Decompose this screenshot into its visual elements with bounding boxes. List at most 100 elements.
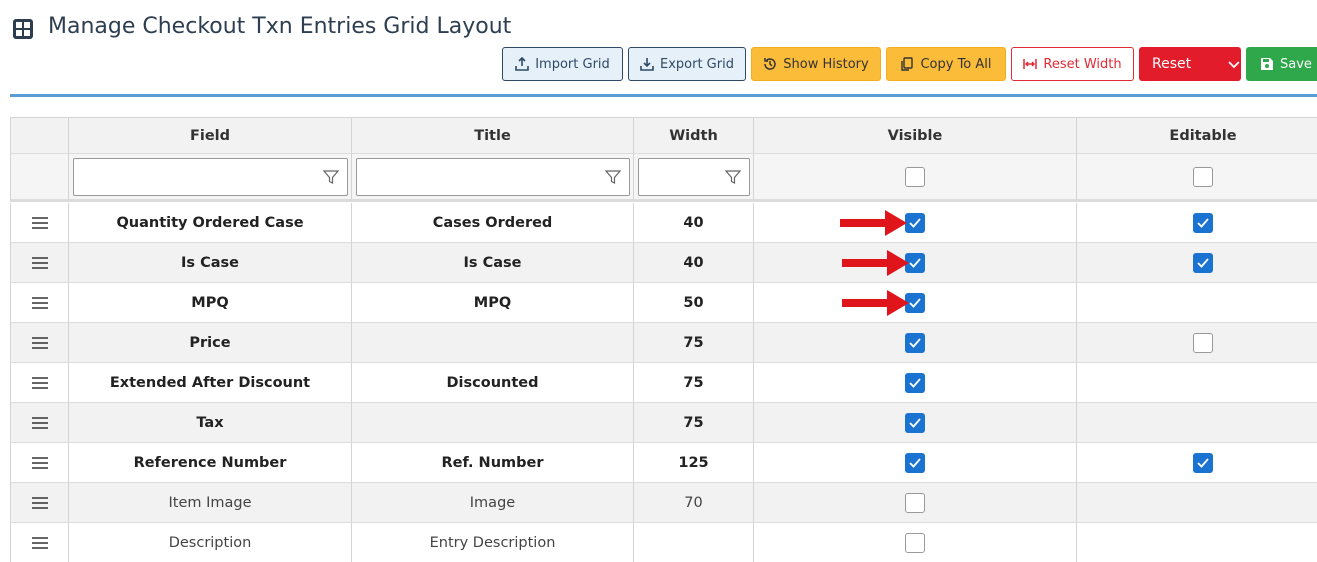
editable-cell <box>1077 403 1317 443</box>
title-cell: Discounted <box>352 363 634 403</box>
editable-cell <box>1077 443 1317 483</box>
header-cell: Width <box>634 117 754 154</box>
width-cell: 40 <box>634 243 754 283</box>
width-cell: 50 <box>634 283 754 323</box>
width-cell <box>634 523 754 562</box>
field-cell: Is Case <box>69 243 352 283</box>
filter-cell <box>1077 154 1317 202</box>
editable-cell <box>1077 243 1317 283</box>
visible-cell <box>754 363 1077 403</box>
editable-cell <box>1077 203 1317 243</box>
checkbox[interactable] <box>905 373 925 393</box>
width-cell: 75 <box>634 323 754 363</box>
drag-handle[interactable] <box>32 217 48 229</box>
drag-handle[interactable] <box>32 297 48 309</box>
drag-handle-cell <box>10 523 69 562</box>
visible-cell <box>754 203 1077 243</box>
width-cell: 75 <box>634 363 754 403</box>
filter-input[interactable] <box>356 158 630 196</box>
title-cell: Entry Description <box>352 523 634 562</box>
field-cell: MPQ <box>69 283 352 323</box>
filter-input[interactable] <box>73 158 348 196</box>
field-cell: Reference Number <box>69 443 352 483</box>
editable-cell <box>1077 283 1317 323</box>
editable-cell <box>1077 323 1317 363</box>
visible-cell <box>754 323 1077 363</box>
filter-cell <box>754 154 1077 202</box>
width-cell: 125 <box>634 443 754 483</box>
check-mark <box>908 216 922 230</box>
filter-icon <box>725 169 741 185</box>
title-cell: MPQ <box>352 283 634 323</box>
drag-handle[interactable] <box>32 377 48 389</box>
check-mark <box>1196 256 1210 270</box>
editable-cell <box>1077 483 1317 523</box>
checkbox[interactable] <box>1193 333 1213 353</box>
header-cell: Field <box>69 117 352 154</box>
title-cell <box>352 403 634 443</box>
drag-handle-cell <box>10 323 69 363</box>
check-mark <box>1196 216 1210 230</box>
filter-cell <box>10 154 69 202</box>
drag-handle-cell <box>10 283 69 323</box>
check-mark <box>908 336 922 350</box>
visible-cell <box>754 403 1077 443</box>
title-cell <box>352 323 634 363</box>
checkbox[interactable] <box>905 453 925 473</box>
header-cell: Visible <box>754 117 1077 154</box>
checkbox[interactable] <box>1193 213 1213 233</box>
checkbox[interactable] <box>905 213 925 233</box>
checkbox[interactable] <box>905 293 925 313</box>
field-cell: Item Image <box>69 483 352 523</box>
visible-cell <box>754 483 1077 523</box>
drag-handle-cell <box>10 203 69 243</box>
width-cell: 75 <box>634 403 754 443</box>
drag-handle[interactable] <box>32 337 48 349</box>
checkbox[interactable] <box>905 413 925 433</box>
title-cell: Ref. Number <box>352 443 634 483</box>
visible-cell <box>754 443 1077 483</box>
title-cell: Cases Ordered <box>352 203 634 243</box>
drag-handle-cell <box>10 363 69 403</box>
check-mark <box>1196 456 1210 470</box>
check-mark <box>908 296 922 310</box>
checkbox[interactable] <box>905 253 925 273</box>
field-cell: Tax <box>69 403 352 443</box>
drag-handle-cell <box>10 243 69 283</box>
drag-handle[interactable] <box>32 537 48 549</box>
filter-input[interactable] <box>638 158 750 196</box>
visible-cell <box>754 283 1077 323</box>
drag-handle[interactable] <box>32 417 48 429</box>
editable-cell <box>1077 523 1317 562</box>
check-mark <box>908 456 922 470</box>
drag-handle[interactable] <box>32 497 48 509</box>
field-cell: Description <box>69 523 352 562</box>
checkbox[interactable] <box>1193 253 1213 273</box>
checkbox[interactable] <box>905 533 925 553</box>
filter-icon <box>605 169 621 185</box>
header-cell: Title <box>352 117 634 154</box>
width-cell: 40 <box>634 203 754 243</box>
checkbox[interactable] <box>905 167 925 187</box>
header-cell <box>10 117 69 154</box>
title-cell: Is Case <box>352 243 634 283</box>
checkbox[interactable] <box>905 333 925 353</box>
check-mark <box>908 376 922 390</box>
drag-handle[interactable] <box>32 257 48 269</box>
drag-handle[interactable] <box>32 457 48 469</box>
checkbox[interactable] <box>1193 167 1213 187</box>
visible-cell <box>754 523 1077 562</box>
drag-handle-cell <box>10 403 69 443</box>
drag-handle-cell <box>10 443 69 483</box>
field-cell: Quantity Ordered Case <box>69 203 352 243</box>
editable-cell <box>1077 363 1317 403</box>
checkbox[interactable] <box>1193 453 1213 473</box>
checkbox[interactable] <box>905 493 925 513</box>
visible-cell <box>754 243 1077 283</box>
title-cell: Image <box>352 483 634 523</box>
field-cell: Extended After Discount <box>69 363 352 403</box>
width-cell: 70 <box>634 483 754 523</box>
field-cell: Price <box>69 323 352 363</box>
filter-icon <box>323 169 339 185</box>
